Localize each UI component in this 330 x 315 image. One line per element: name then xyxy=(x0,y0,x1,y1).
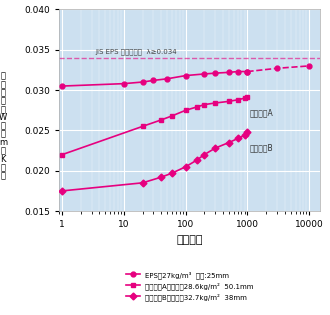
X-axis label: 経過日数: 経過日数 xyxy=(177,235,203,245)
Text: 他断熱材B: 他断熱材B xyxy=(250,144,274,153)
Legend: EPS：27kg/m³  厚さ:25mm, 他断熱材A：厚さ：28.6kg/m²  50.1mm, 他断熱材B：厚さ：32.7kg/m²  38mm: EPS：27kg/m³ 厚さ:25mm, 他断熱材A：厚さ：28.6kg/m² … xyxy=(126,271,254,301)
Text: 熱
伝
導
率
（
W
／
（
m
・
K
）
）: 熱 伝 導 率 （ W ／ （ m ・ K ） ） xyxy=(0,72,8,180)
Text: 他断熱材A: 他断熱材A xyxy=(250,108,274,117)
Text: JIS EPS 特号規格値  λ≥0.034: JIS EPS 特号規格値 λ≥0.034 xyxy=(96,49,178,55)
